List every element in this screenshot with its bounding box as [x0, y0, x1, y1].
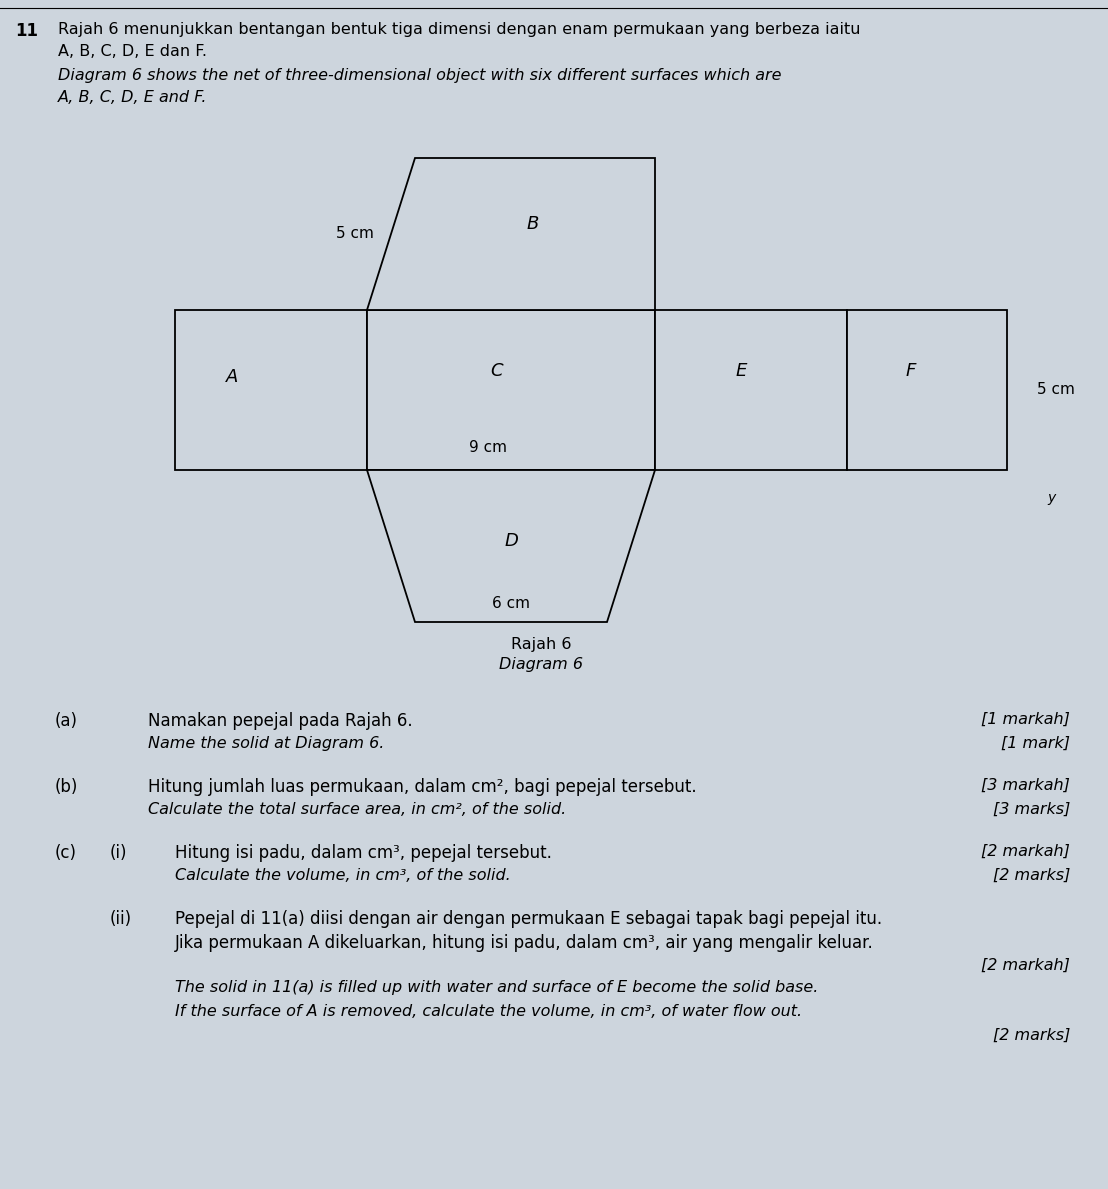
Polygon shape	[367, 158, 655, 310]
Text: 5 cm: 5 cm	[336, 226, 373, 241]
Text: Diagram 6 shows the net of three-dimensional object with six different surfaces : Diagram 6 shows the net of three-dimensi…	[58, 68, 781, 83]
Polygon shape	[175, 310, 367, 470]
Text: [3 marks]: [3 marks]	[993, 803, 1070, 817]
Text: Hitung jumlah luas permukaan, dalam cm², bagi pepejal tersebut.: Hitung jumlah luas permukaan, dalam cm²,…	[148, 778, 697, 795]
Polygon shape	[367, 470, 655, 622]
Text: Rajah 6: Rajah 6	[511, 636, 572, 652]
Text: Jika permukaan A dikeluarkan, hitung isi padu, dalam cm³, air yang mengalir kelu: Jika permukaan A dikeluarkan, hitung isi…	[175, 935, 874, 952]
Polygon shape	[367, 310, 655, 470]
Text: Calculate the volume, in cm³, of the solid.: Calculate the volume, in cm³, of the sol…	[175, 868, 511, 883]
Text: Rajah 6 menunjukkan bentangan bentuk tiga dimensi dengan enam permukaan yang ber: Rajah 6 menunjukkan bentangan bentuk tig…	[58, 23, 861, 37]
Text: [3 markah]: [3 markah]	[981, 778, 1070, 793]
Polygon shape	[847, 310, 1007, 470]
Text: [1 mark]: [1 mark]	[1001, 736, 1070, 751]
Text: Name the solid at Diagram 6.: Name the solid at Diagram 6.	[148, 736, 384, 751]
Polygon shape	[655, 310, 847, 470]
Text: Namakan pepejal pada Rajah 6.: Namakan pepejal pada Rajah 6.	[148, 712, 412, 730]
Text: If the surface of A is removed, calculate the volume, in cm³, of water flow out.: If the surface of A is removed, calculat…	[175, 1004, 802, 1019]
Text: 11: 11	[16, 23, 38, 40]
Text: 9 cm: 9 cm	[469, 440, 507, 455]
Text: [2 marks]: [2 marks]	[993, 868, 1070, 883]
Text: Pepejal di 11(a) diisi dengan air dengan permukaan E sebagai tapak bagi pepejal : Pepejal di 11(a) diisi dengan air dengan…	[175, 910, 882, 927]
Text: Diagram 6: Diagram 6	[499, 656, 583, 672]
Text: The solid in 11(a) is filled up with water and surface of E become the solid bas: The solid in 11(a) is filled up with wat…	[175, 980, 819, 995]
Text: (b): (b)	[55, 778, 79, 795]
Text: 5 cm: 5 cm	[1037, 383, 1075, 397]
Text: [2 markah]: [2 markah]	[981, 844, 1070, 858]
Text: 6 cm: 6 cm	[492, 597, 530, 611]
Text: E: E	[736, 361, 747, 379]
Text: [2 marks]: [2 marks]	[993, 1028, 1070, 1043]
Text: (i): (i)	[110, 844, 127, 862]
Text: A: A	[226, 369, 239, 386]
Text: [1 markah]: [1 markah]	[981, 712, 1070, 726]
Text: C: C	[490, 361, 503, 379]
Text: Calculate the total surface area, in cm², of the solid.: Calculate the total surface area, in cm²…	[148, 803, 566, 817]
Text: Hitung isi padu, dalam cm³, pepejal tersebut.: Hitung isi padu, dalam cm³, pepejal ters…	[175, 844, 552, 862]
Text: y: y	[1047, 491, 1055, 505]
Text: (a): (a)	[55, 712, 78, 730]
Text: F: F	[906, 361, 916, 379]
Text: A, B, C, D, E dan F.: A, B, C, D, E dan F.	[58, 44, 207, 59]
Text: A, B, C, D, E and F.: A, B, C, D, E and F.	[58, 90, 207, 105]
Text: (c): (c)	[55, 844, 76, 862]
Text: (ii): (ii)	[110, 910, 132, 927]
Text: [2 markah]: [2 markah]	[981, 958, 1070, 973]
Text: B: B	[526, 215, 540, 233]
Text: D: D	[504, 531, 517, 551]
